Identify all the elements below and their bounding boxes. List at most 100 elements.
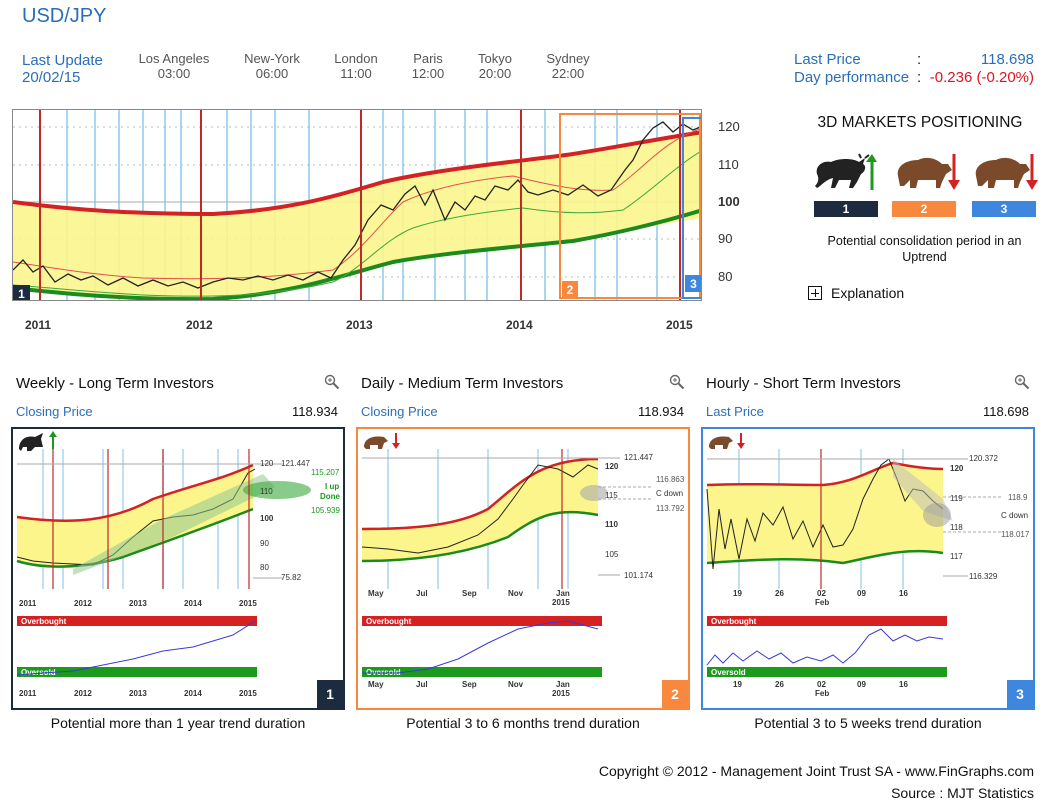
annotation: 121.447	[281, 459, 310, 468]
panel-caption: Potential 3 to 5 weeks trend duration	[754, 715, 982, 731]
daily-chart-panel[interactable]: 121.447 116.863 C down 113.792 101.174 1…	[356, 427, 690, 710]
hourly-chart-panel[interactable]: 120.372 118.9 C down 118.017 116.329 120…	[701, 427, 1035, 710]
chart-inner-upper-line	[13, 128, 701, 280]
panel-title-weekly: Weekly - Long Term Investors	[16, 375, 214, 392]
overbought-label: Overbought	[21, 617, 67, 626]
zone-3-badge	[685, 275, 701, 292]
x-tick: 2013	[129, 689, 147, 698]
positioning-title: 3D MARKETS POSITIONING	[817, 114, 1023, 131]
weekly-chart-panel[interactable]: 121.447 115.207 I up Done 105.939 75.82 …	[11, 427, 345, 710]
city-time: 20:00	[478, 66, 512, 81]
zone-3-frame	[682, 117, 701, 299]
x-tick: 16	[899, 680, 908, 689]
zone-3-label: 3	[690, 277, 697, 291]
x-tick: 09	[857, 680, 866, 689]
weekly-chart-svg: 121.447 115.207 I up Done 105.939 75.82 …	[16, 431, 341, 698]
city-clock: Paris 12:00	[383, 51, 473, 81]
zone-1-label: 1	[18, 287, 25, 301]
zone-2-frame	[559, 113, 701, 299]
y-tick: 100	[260, 514, 274, 523]
city-time: 06:00	[255, 66, 289, 81]
closing-price-value: 118.934	[637, 404, 684, 419]
zone-2-label: 2	[567, 283, 574, 297]
panel-caption: Potential more than 1 year trend duratio…	[50, 715, 306, 731]
bear-icon	[975, 154, 1038, 190]
panel-number-badge: 2	[662, 680, 688, 708]
x-tick: Jul	[416, 680, 428, 689]
city-time: 22:00	[551, 66, 585, 81]
city-name: Tokyo	[478, 51, 512, 66]
y-tick: 80	[260, 563, 269, 572]
positioning-box-1: 1	[814, 201, 878, 217]
colon: :	[917, 69, 922, 86]
day-performance-value: -0.236 (-0.20%)	[929, 69, 1034, 86]
x-tick: 26	[775, 680, 784, 689]
x-tick: 2011	[19, 599, 37, 608]
x-tick: Nov	[508, 680, 524, 689]
city-name: Los Angeles	[138, 51, 210, 66]
oversold-label: Oversold	[711, 668, 746, 677]
y-tick: 115	[605, 491, 618, 500]
zone-2-badge	[562, 281, 578, 297]
bull-icon	[815, 153, 877, 190]
x-tick: 2015	[666, 318, 693, 332]
annotation: 116.329	[969, 572, 998, 581]
zoom-icon[interactable]	[1014, 374, 1030, 390]
x-tick: 2011	[25, 318, 52, 332]
chart-upper-line	[13, 130, 701, 217]
day-performance-label: Day performance	[794, 69, 910, 86]
annotation: 121.447	[624, 453, 653, 462]
city-clock: Los Angeles 03:00	[129, 51, 219, 81]
x-tick: 2015	[239, 599, 257, 608]
y-tick: 120	[718, 119, 740, 134]
city-name: Sydney	[546, 51, 590, 66]
city-clock: Tokyo 20:00	[450, 51, 540, 81]
closing-price-value: 118.934	[291, 404, 338, 419]
x-tick: Sep	[462, 680, 477, 689]
source-text: Source : MJT Statistics	[891, 785, 1034, 801]
annotation: 115.207	[311, 468, 340, 477]
chart-price-line	[13, 121, 701, 289]
y-tick: 120	[260, 459, 274, 468]
annotation: 101.174	[624, 571, 653, 580]
x-tick: 19	[733, 589, 742, 598]
chart-band	[13, 132, 701, 300]
y-tick: 80	[718, 269, 733, 284]
last-price-label: Last Price	[706, 404, 764, 419]
last-price-label: Last Price	[794, 51, 861, 68]
last-price-value: 118.698	[982, 404, 1029, 419]
annotation: I up	[325, 482, 339, 491]
zoom-icon[interactable]	[324, 374, 340, 390]
y-tick: 118	[950, 523, 963, 532]
main-chart-svg: 1 2 3	[13, 110, 701, 301]
x-tick: May	[368, 680, 384, 689]
panel-number-badge: 1	[317, 680, 343, 708]
panel-title-hourly: Hourly - Short Term Investors	[706, 375, 901, 392]
overbought-label: Overbought	[366, 617, 412, 626]
positioning-box-2: 2	[892, 201, 956, 217]
chart-year-lines	[39, 110, 681, 300]
x-tick: 2013	[346, 318, 373, 332]
y-tick: 90	[718, 231, 733, 246]
positioning-box-3: 3	[972, 201, 1036, 217]
x-tick: Jan	[556, 680, 570, 689]
x-tick: 2014	[184, 599, 202, 608]
city-clock: New-York 06:00	[227, 51, 317, 81]
expand-icon[interactable]	[808, 286, 822, 300]
annotation: Done	[320, 492, 341, 501]
x-tick: 2015	[552, 598, 570, 607]
main-price-chart[interactable]: 1 2 3	[12, 109, 702, 301]
explanation-toggle[interactable]: Explanation	[808, 285, 904, 301]
y-tick: 117	[950, 552, 963, 561]
last-price-row: Last Price : 118.698	[794, 51, 1034, 68]
panel-caption: Potential 3 to 6 months trend duration	[406, 715, 640, 731]
x-tick: Feb	[815, 598, 829, 607]
zoom-icon[interactable]	[669, 374, 685, 390]
closing-price-label: Closing Price	[361, 404, 438, 419]
oversold-label: Oversold	[21, 668, 56, 677]
page-title: USD/JPY	[22, 5, 107, 27]
chart-lower-line	[13, 208, 701, 300]
x-tick: 2011	[19, 689, 37, 698]
annotation: 118.9	[1008, 493, 1028, 502]
x-tick: Nov	[508, 589, 524, 598]
